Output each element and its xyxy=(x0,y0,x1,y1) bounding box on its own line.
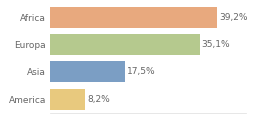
Text: 8,2%: 8,2% xyxy=(87,95,110,104)
Bar xyxy=(50,61,125,82)
Text: 17,5%: 17,5% xyxy=(127,67,155,76)
Text: 39,2%: 39,2% xyxy=(219,13,248,22)
Text: 35,1%: 35,1% xyxy=(202,40,230,49)
Bar xyxy=(50,7,218,28)
Bar xyxy=(50,89,85,110)
Bar xyxy=(50,34,200,55)
